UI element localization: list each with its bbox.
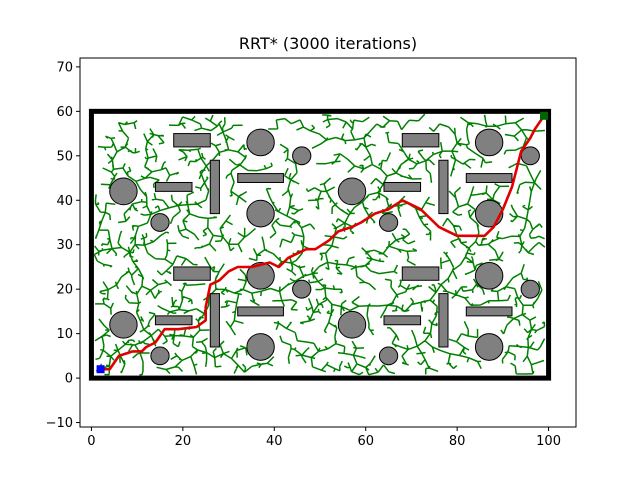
circle-obstacle-15 xyxy=(337,310,367,339)
circle-obstacle-13 xyxy=(520,279,540,299)
x-tick-label: 60 xyxy=(357,434,374,449)
y-tick-label: 70 xyxy=(56,60,73,75)
y-tick-label: 0 xyxy=(65,372,73,387)
rect-obstacle-1 xyxy=(401,133,440,148)
rect-obstacle-3 xyxy=(383,181,422,192)
y-tick-label: 30 xyxy=(56,238,73,253)
plot-area xyxy=(79,57,577,428)
circle-obstacle-2 xyxy=(474,128,504,157)
y-axis: −10 0 10 20 30 40 50 60 70 xyxy=(46,60,80,431)
rect-obstacle-13 xyxy=(383,315,422,326)
rect-obstacle-6 xyxy=(237,173,284,183)
circle-obstacle-11 xyxy=(474,262,504,290)
rect-obstacle-8 xyxy=(173,266,211,281)
rect-obstacle-10 xyxy=(209,293,220,348)
x-axis: 0 20 40 60 80 100 xyxy=(87,427,561,449)
circle-obstacle-12 xyxy=(292,279,312,299)
solution-path xyxy=(99,114,546,371)
circle-obstacle-7 xyxy=(246,199,275,228)
rect-obstacle-0 xyxy=(173,133,211,148)
x-tick-label: 20 xyxy=(175,434,192,449)
y-tick-label: 50 xyxy=(56,149,73,164)
rect-obstacle-15 xyxy=(465,306,513,317)
y-tick-label: −10 xyxy=(46,416,73,431)
circle-obstacle-19 xyxy=(474,333,504,361)
rect-obstacle-4 xyxy=(209,159,220,215)
y-tick-label: 10 xyxy=(56,327,73,342)
y-tick-label: 60 xyxy=(56,105,73,120)
x-tick-label: 40 xyxy=(266,434,283,449)
chart-title: RRT* (3000 iterations) xyxy=(239,34,417,53)
obstacles xyxy=(109,128,540,366)
x-tick-label: 80 xyxy=(449,434,466,449)
rect-obstacle-9 xyxy=(401,266,440,281)
rect-obstacle-11 xyxy=(438,293,449,348)
rect-obstacle-5 xyxy=(438,159,449,215)
rrt-tree-edges xyxy=(93,113,546,376)
circle-obstacle-8 xyxy=(378,213,399,232)
rect-obstacle-7 xyxy=(465,173,513,183)
y-tick-label: 20 xyxy=(56,283,73,298)
axes-frame xyxy=(79,57,577,428)
circle-obstacle-0 xyxy=(109,177,138,206)
circle-obstacle-9 xyxy=(474,199,504,228)
circle-obstacle-1 xyxy=(246,128,275,157)
rect-obstacle-12 xyxy=(154,315,193,326)
rrt-tree xyxy=(93,113,546,376)
rect-obstacle-2 xyxy=(154,181,193,192)
circle-obstacle-3 xyxy=(292,146,312,166)
circle-obstacle-6 xyxy=(150,213,170,232)
circle-obstacle-14 xyxy=(109,310,138,339)
circle-obstacle-16 xyxy=(150,346,170,366)
environment-boundary xyxy=(88,108,552,381)
start-marker xyxy=(96,365,105,374)
y-tick-label: 40 xyxy=(56,194,73,209)
circle-obstacle-17 xyxy=(378,346,399,366)
goal-marker xyxy=(540,111,548,120)
circle-obstacle-10 xyxy=(246,262,275,290)
circle-obstacle-5 xyxy=(337,177,367,206)
x-tick-label: 0 xyxy=(87,434,95,449)
circle-obstacle-18 xyxy=(246,333,275,361)
rect-obstacle-14 xyxy=(237,306,284,317)
plot-inner xyxy=(88,108,552,381)
x-tick-label: 100 xyxy=(536,434,561,449)
